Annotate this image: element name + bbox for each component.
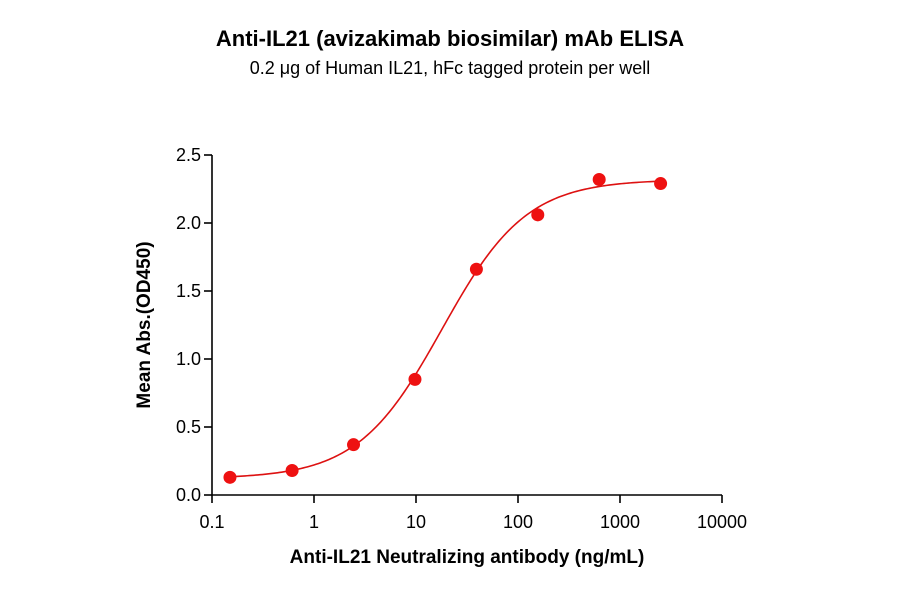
y-tick-label: 0.5 xyxy=(176,417,201,437)
x-tick-label: 0.1 xyxy=(199,512,224,532)
data-point xyxy=(469,262,483,276)
data-point xyxy=(347,438,361,452)
y-tick-label: 2.0 xyxy=(176,213,201,233)
y-axis-title: Mean Abs.(OD450) xyxy=(134,241,155,408)
data-point xyxy=(285,464,299,478)
x-ticks: 0.1 1 10 100 1000 10000 xyxy=(199,495,747,532)
data-point xyxy=(654,177,668,191)
x-tick-label: 100 xyxy=(503,512,533,532)
x-tick-label: 10 xyxy=(406,512,426,532)
y-ticks: 0.0 0.5 1.0 1.5 2.0 2.5 xyxy=(176,145,212,505)
chart-title: Anti-IL21 (avizakimab biosimilar) mAb EL… xyxy=(215,26,685,51)
chart-subtitle: 0.2 μg of Human IL21, hFc tagged protein… xyxy=(249,58,651,78)
fit-curve xyxy=(229,180,661,478)
data-points xyxy=(223,172,668,484)
axes xyxy=(211,155,722,496)
y-tick-label: 1.0 xyxy=(176,349,201,369)
data-point xyxy=(408,372,422,386)
y-tick-label: 1.5 xyxy=(176,281,201,301)
x-tick-label: 1000 xyxy=(600,512,640,532)
y-tick-label: 0.0 xyxy=(176,485,201,505)
x-axis-title: Anti-IL21 Neutralizing antibody (ng/mL) xyxy=(290,547,645,568)
data-point xyxy=(531,208,545,222)
data-point xyxy=(223,470,237,484)
x-tick-label: 10000 xyxy=(697,512,747,532)
y-tick-label: 2.5 xyxy=(176,145,201,165)
data-point xyxy=(592,172,606,186)
x-tick-label: 1 xyxy=(309,512,319,532)
